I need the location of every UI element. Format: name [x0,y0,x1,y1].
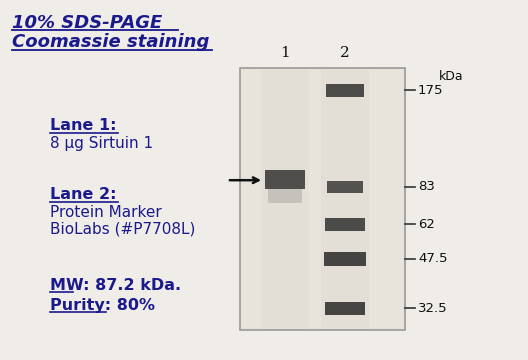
Text: 8 μg Sirtuin 1: 8 μg Sirtuin 1 [50,136,153,151]
Bar [240,68,405,330]
Text: Protein Marker: Protein Marker [50,205,162,220]
Text: BioLabs (#P7708L): BioLabs (#P7708L) [50,221,195,236]
Text: 175: 175 [418,84,444,96]
Bar [325,302,365,315]
Text: 47.5: 47.5 [418,252,448,265]
Text: Lane 2:: Lane 2: [50,187,117,202]
Text: Coomassie staining: Coomassie staining [12,33,210,51]
Text: 62: 62 [418,218,435,231]
Text: MW: 87.2 kDa.: MW: 87.2 kDa. [50,278,181,293]
Text: kDa: kDa [438,70,463,83]
Text: Lane 1:: Lane 1: [50,118,117,133]
Text: Purity: 80%: Purity: 80% [50,298,155,313]
Bar [261,69,309,329]
Bar [268,189,302,203]
Text: 32.5: 32.5 [418,302,448,315]
Bar [321,69,369,329]
Text: 10% SDS-PAGE: 10% SDS-PAGE [12,14,162,32]
Bar [265,170,305,189]
Bar [324,252,366,266]
Text: 2: 2 [340,46,350,60]
Bar [327,181,363,193]
Bar [325,219,365,231]
Text: 83: 83 [418,180,435,193]
Text: 1: 1 [280,46,290,60]
Bar [326,84,364,97]
